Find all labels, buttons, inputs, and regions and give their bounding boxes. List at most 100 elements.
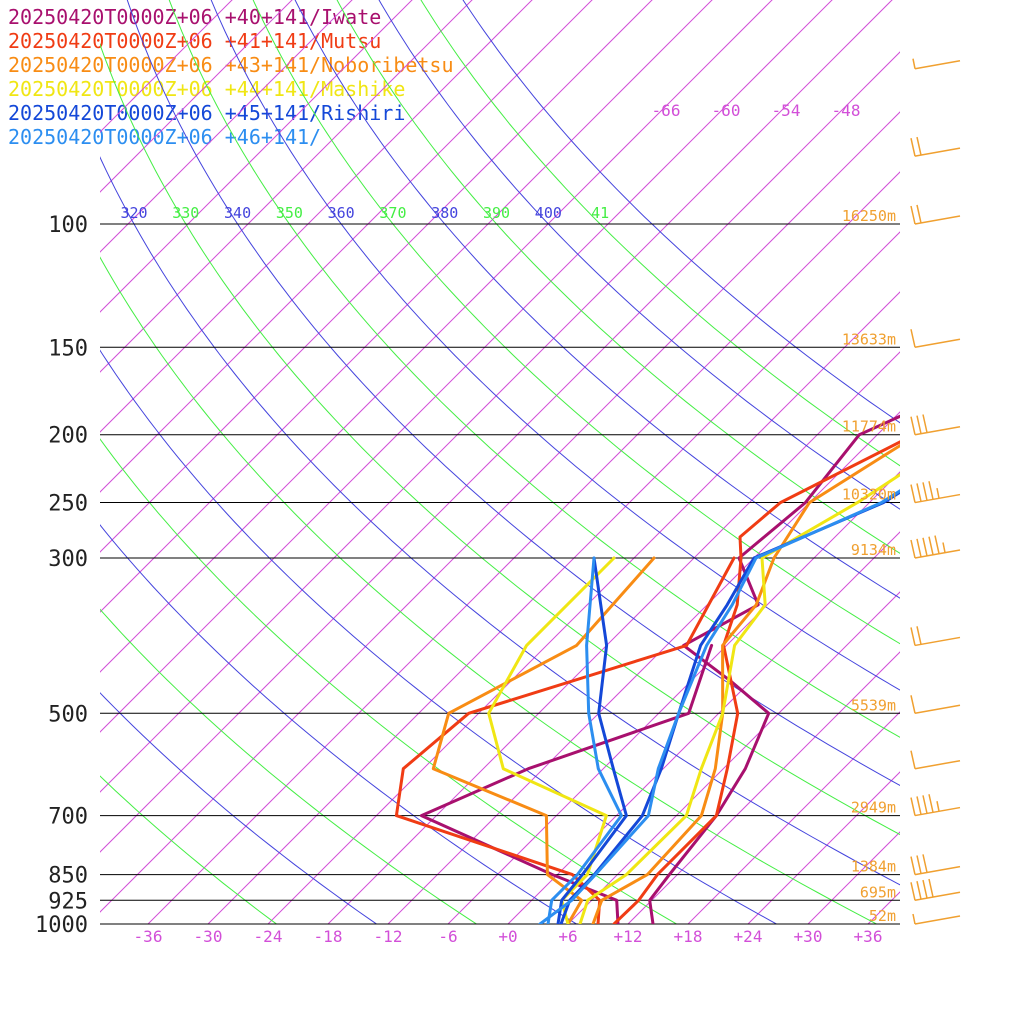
dry-adiabat-line xyxy=(100,524,578,924)
wind-barb-flag xyxy=(910,750,916,769)
wind-barb-flag xyxy=(916,204,922,224)
wind-barb xyxy=(910,136,961,157)
dry-adiabat-line xyxy=(100,349,778,924)
dry-adiabat-line xyxy=(378,0,900,510)
wind-barb xyxy=(910,535,961,559)
wind-barb-flag xyxy=(922,414,928,433)
isotherm-line xyxy=(988,0,1024,924)
wind-barb xyxy=(910,695,961,715)
pressure-tick-label: 500 xyxy=(48,702,88,727)
dry-adiabat-line xyxy=(100,692,378,924)
temperature-tick-label: +6 xyxy=(558,927,577,946)
isobar-lines xyxy=(100,223,900,925)
temperature-tick-label: +12 xyxy=(614,927,643,946)
wind-barb-flag xyxy=(928,878,934,898)
wind-barb-half-flag xyxy=(912,913,916,925)
wind-barb-staff xyxy=(914,759,961,770)
isotherm-label: -66 xyxy=(652,101,681,120)
temperature-line-5 xyxy=(538,489,900,924)
wind-barb xyxy=(912,913,961,925)
wind-barb-flag xyxy=(916,415,922,434)
temperature-tick-label: -18 xyxy=(314,927,343,946)
isotherm-line xyxy=(100,0,233,133)
wind-barb-flag xyxy=(910,627,916,646)
dry-adiabat-line xyxy=(210,0,900,691)
isotherm-line xyxy=(687,711,900,924)
dry-adiabat-line xyxy=(336,0,900,554)
temperature-tick-label: -36 xyxy=(134,927,163,946)
dry-adiabat-line xyxy=(100,608,478,924)
isotherm-line xyxy=(627,651,900,924)
wind-barb xyxy=(910,204,961,225)
temperature-tick-label: -24 xyxy=(254,927,283,946)
wind-barb-half-flag xyxy=(942,542,946,553)
wind-barb xyxy=(910,626,961,647)
dry-adiabat-line xyxy=(100,156,900,886)
wind-barb-flag xyxy=(916,136,922,156)
wind-barb xyxy=(910,414,961,436)
wind-barb-staff xyxy=(914,865,961,876)
isotherm-line xyxy=(928,0,1024,924)
wind-barb-flag xyxy=(922,854,928,873)
isotherm-line xyxy=(867,891,900,924)
wind-barb-flag xyxy=(928,536,934,555)
wind-barb-flag xyxy=(910,329,916,348)
wind-barb-staff xyxy=(914,891,961,902)
wind-barb-flag xyxy=(910,205,916,225)
wind-barb-flag xyxy=(922,879,928,899)
theta-label: 370 xyxy=(379,204,406,222)
wind-barb xyxy=(910,878,961,902)
temperature-tick-label: -30 xyxy=(194,927,223,946)
legend-entry: 20250420T0000Z+06 +40+141/Iwate xyxy=(8,5,382,29)
wind-barb-staff xyxy=(914,704,961,715)
pressure-tick-label: 200 xyxy=(48,424,88,449)
isotherm-line xyxy=(100,0,353,253)
height-label: 695m xyxy=(860,883,896,901)
temperature-tick-label: +30 xyxy=(794,927,823,946)
temperature-tick-label: +36 xyxy=(854,927,883,946)
isotherm-line xyxy=(507,531,900,924)
dry-adiabat-line xyxy=(100,256,878,924)
height-label: 1384m xyxy=(851,858,896,876)
dry-adiabat-line xyxy=(100,438,678,924)
height-label: 16250m xyxy=(842,207,896,225)
wind-barb xyxy=(910,750,961,770)
isotherm-line xyxy=(100,0,293,193)
height-label: 2949m xyxy=(851,799,896,817)
wind-barb xyxy=(910,854,961,876)
wind-barb-staff xyxy=(914,338,961,349)
wind-barb-flag xyxy=(916,538,922,558)
pressure-tick-label: 1000 xyxy=(35,913,88,938)
wind-barb-flag xyxy=(916,796,922,815)
wind-barb-half-flag xyxy=(912,58,916,69)
dry-adiabat-line xyxy=(462,0,900,424)
wind-barb-staff xyxy=(914,549,961,559)
wind-barb-flag xyxy=(916,626,922,645)
wind-barb-staff xyxy=(914,147,961,157)
wind-barb-staff xyxy=(914,636,961,647)
pressure-tick-label: 300 xyxy=(48,547,88,572)
wind-barb-flag xyxy=(922,482,928,501)
dry-adiabat-line xyxy=(420,0,900,467)
wind-barb-staff xyxy=(914,806,961,817)
wind-barb-flag xyxy=(916,855,922,874)
wind-barb-staff xyxy=(914,493,961,504)
theta-label: 41 xyxy=(591,204,609,222)
temperature-line-3 xyxy=(578,472,900,924)
wind-barb-flag xyxy=(910,797,916,816)
isotherm-line xyxy=(100,0,773,673)
temperature-tick-label: +18 xyxy=(674,927,703,946)
temperature-line-0 xyxy=(648,414,900,924)
wind-barb-flag xyxy=(934,535,940,554)
pressure-tick-label: 925 xyxy=(48,889,88,914)
temperature-line-2 xyxy=(591,443,900,924)
dry-adiabat-line xyxy=(252,0,900,645)
isotherm-line xyxy=(807,831,900,924)
theta-label: 380 xyxy=(431,204,458,222)
dry-adiabat-line xyxy=(100,43,900,836)
dry-adiabat-line xyxy=(100,775,278,924)
height-label: 10320m xyxy=(842,486,896,504)
theta-label: 340 xyxy=(224,204,251,222)
